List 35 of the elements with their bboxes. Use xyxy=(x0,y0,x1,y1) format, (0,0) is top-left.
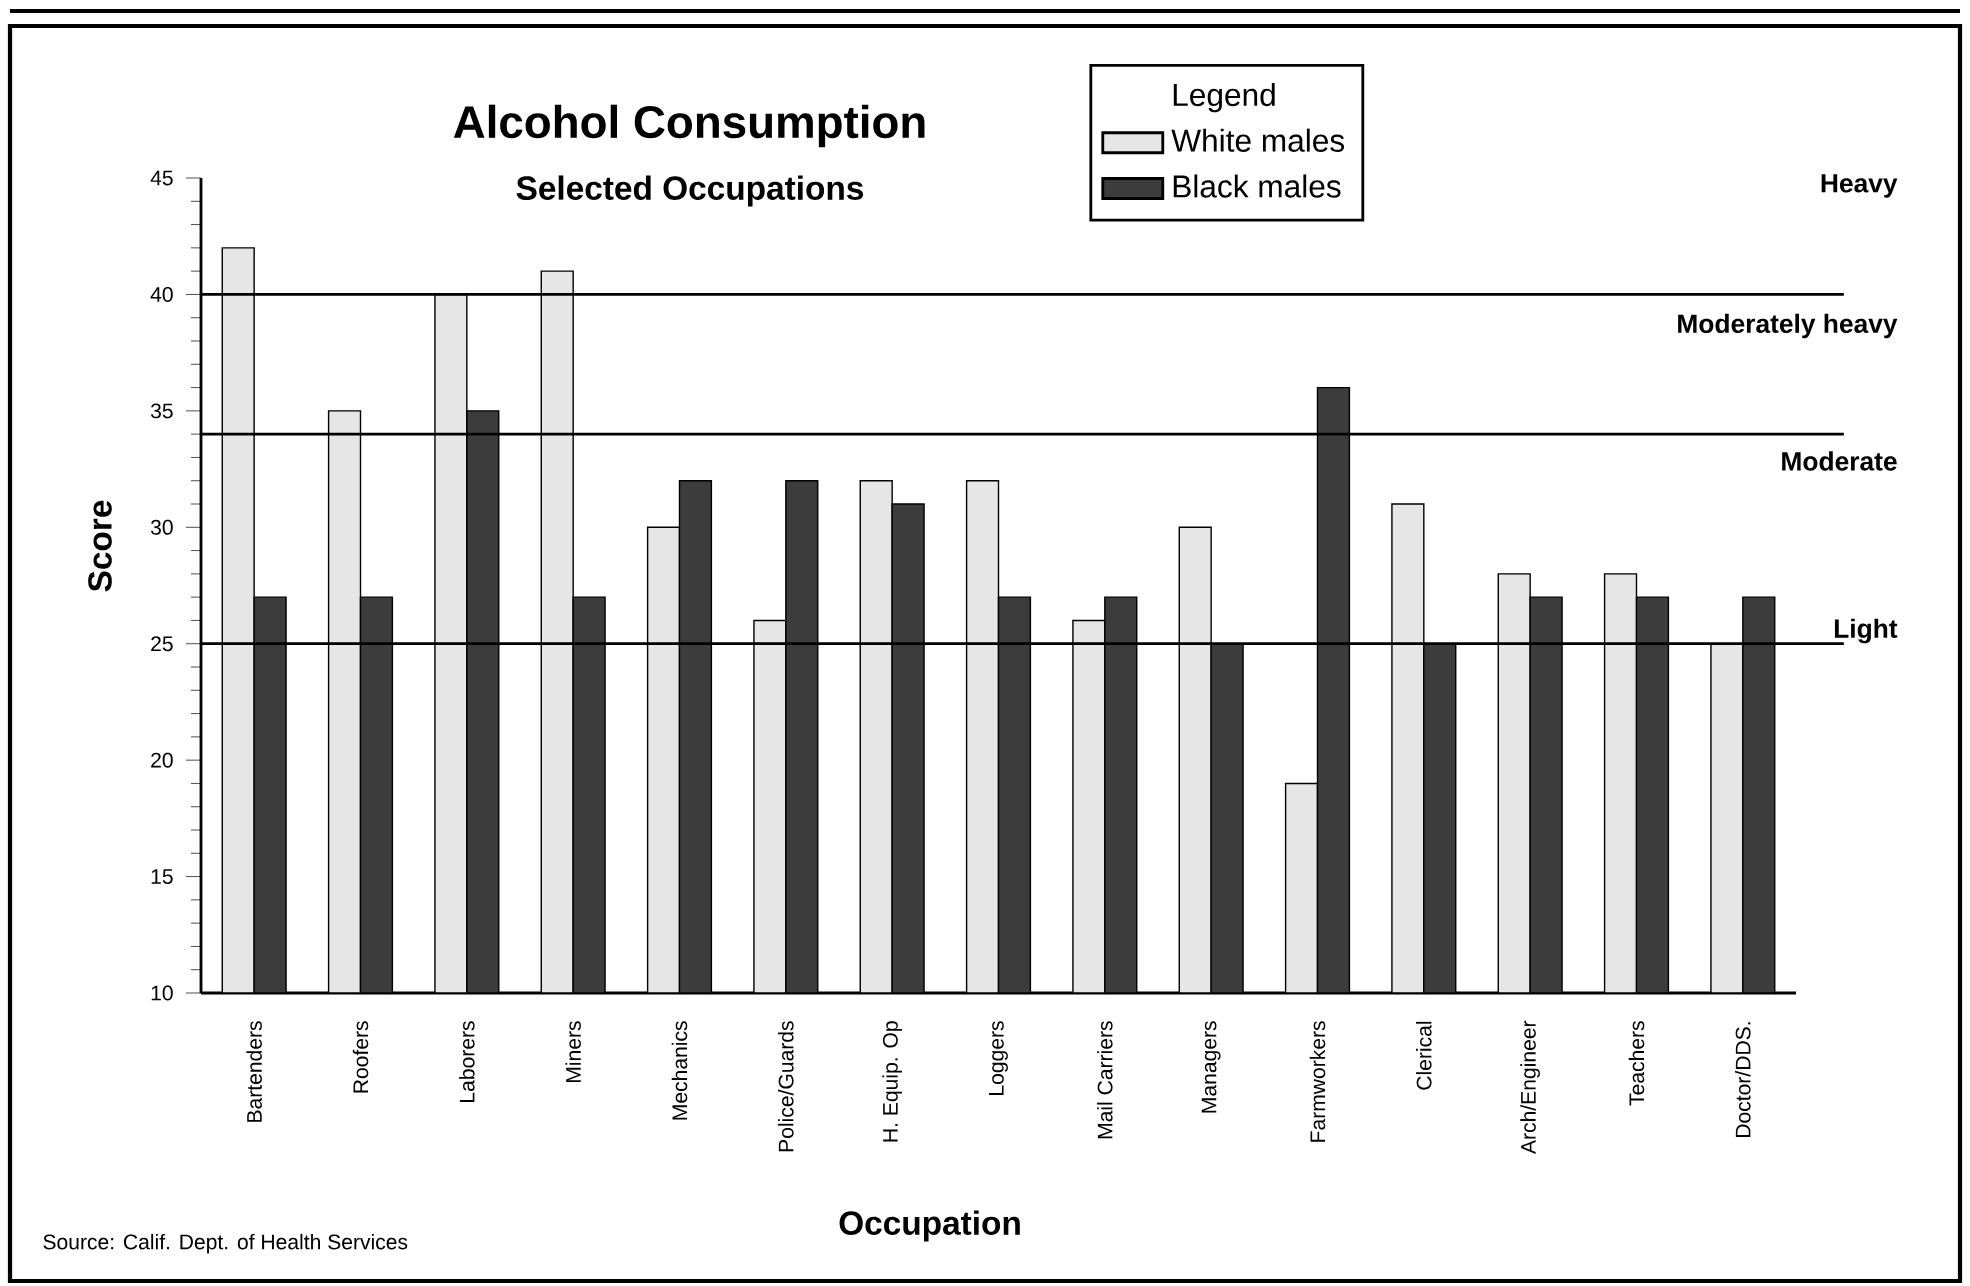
y-tick-label: 45 xyxy=(150,170,173,186)
y-tick-label: 15 xyxy=(151,869,173,884)
chart-subtitle: Selected Occupations xyxy=(516,175,864,207)
source-note: Source: Calif. Dept. of Health Services xyxy=(43,1233,408,1254)
x-axis-title: Occupation xyxy=(839,1210,1020,1242)
x-tick-label: Clerical xyxy=(1416,1021,1432,1090)
y-tick-label: 10 xyxy=(151,985,173,1001)
annotation: Moderate xyxy=(1782,451,1897,471)
annotation: Light xyxy=(1834,618,1898,644)
x-tick-label: Mechanics xyxy=(671,1021,688,1120)
x-tick-label: Miners xyxy=(565,1021,581,1082)
chart-title: Alcohol Consumption xyxy=(453,104,925,148)
x-tick-label: Roofers xyxy=(352,1021,369,1093)
x-tick-label: Teachers xyxy=(1628,1021,1645,1106)
x-tick-label: Doctor/DDS. xyxy=(1735,1022,1751,1138)
y-tick-label: 40 xyxy=(150,286,173,302)
y-tick-label: 25 xyxy=(151,636,173,652)
x-tick-label: Managers xyxy=(1201,1021,1221,1113)
legend-title: Legend xyxy=(1173,82,1275,113)
x-tick-label: Laborers xyxy=(459,1021,475,1102)
x-tick-label: Mail Carriers xyxy=(1097,1021,1113,1139)
y-tick-label: 35 xyxy=(150,403,173,419)
x-tick-label: Bartenders xyxy=(246,1021,262,1122)
annotation: Heavy xyxy=(1821,174,1898,198)
y-tick-label: 30 xyxy=(150,519,173,535)
legend-label: White males xyxy=(1171,128,1345,152)
annotation: Moderately heavy xyxy=(1678,313,1898,339)
x-tick-label: Loggers xyxy=(989,1021,1008,1095)
y-axis-title: Score xyxy=(88,500,112,592)
x-tick-label: Farmworkers xyxy=(1309,1021,1326,1142)
legend-label: Black males xyxy=(1173,174,1341,198)
x-tick-label: Police/Guards xyxy=(778,1021,794,1152)
y-tick-label: 20 xyxy=(151,752,173,768)
x-tick-label: Arch/Engineer xyxy=(1520,1020,1540,1154)
x-tick-label: H. Equip. Op xyxy=(882,1021,902,1142)
